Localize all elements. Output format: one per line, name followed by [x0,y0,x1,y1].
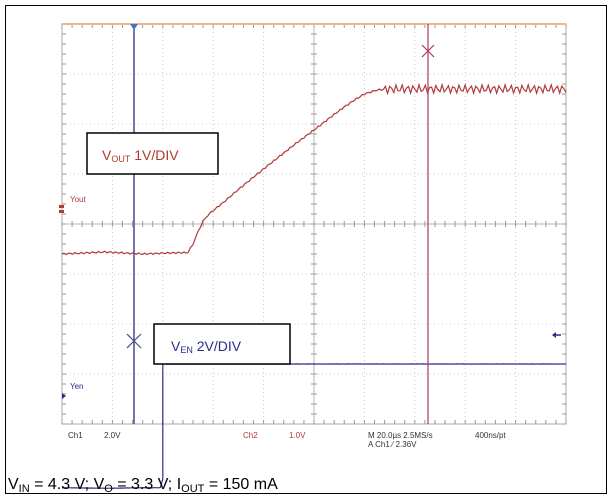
grid [61,23,567,425]
caption-vo-text: = 3.3 V; [112,476,177,493]
status-ch2: Ch2 [243,431,258,440]
series-label-yen: Yen [70,382,84,391]
vout-level-marker [59,205,64,213]
status-ch1-scale: 2.0V [104,431,121,440]
status-timebase: M 20.0µs 2.5MS/s [368,431,433,440]
status-ch2-scale: 1.0V [289,431,306,440]
trigger-position-marker [130,24,138,30]
vout-annotation-label: VOUT 1V/DIV [102,147,179,164]
series-line-yout [61,82,567,256]
caption-vin-sub: IN [18,483,30,495]
ven-level-marker [62,393,66,399]
figure-caption: VIN = 4.3 V; VO = 3.3 V; IOUT = 150 mA [8,476,278,495]
caption-iout-sub: OUT [181,483,205,495]
status-trigger: A Ch1 ⁄ 2.36V [368,440,417,449]
ven-annotation-box [153,323,291,365]
traces [61,82,567,490]
trigger-level-arrow [552,332,561,338]
cursor-cross-vout [421,44,435,58]
cursor-cross-ven [126,333,142,349]
caption-vo-sub: O [104,483,113,495]
series-line-yen [61,360,567,490]
status-resolution: 400ns/pt [475,431,506,440]
caption-vin-text: = 4.3 V; [29,476,94,493]
vout-annotation-box [86,132,219,175]
series-label-yout: Yout [70,195,87,204]
caption-iout-text: = 150 mA [204,476,278,493]
scope-status-readout: Ch1 2.0V Ch2 1.0V M 20.0µs 2.5MS/s 400ns… [68,431,506,449]
status-ch1: Ch1 [68,431,83,440]
